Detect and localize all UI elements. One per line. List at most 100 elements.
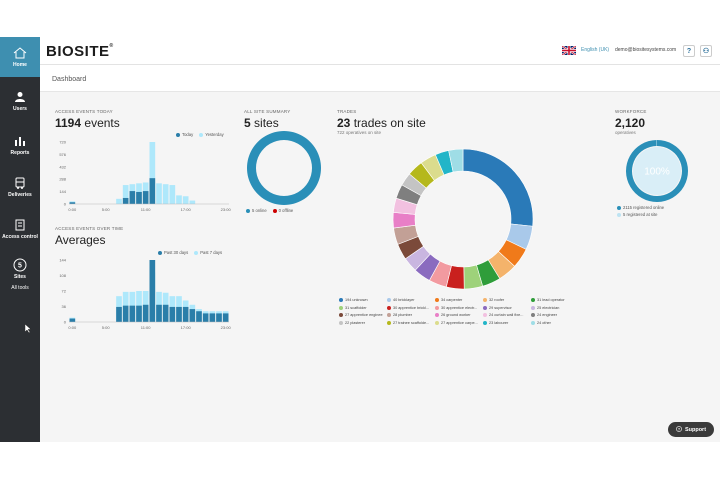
x-tick-label: 5:00 [102,325,111,330]
trades-legend-item[interactable]: 29 supervisor [483,305,512,310]
x-tick-label: 11:00 [141,207,151,212]
trades-legend-item[interactable]: 27 apprentice enginee [339,313,383,317]
y-tick-label: 108 [59,273,66,278]
bar-past-30-days[interactable] [142,304,149,322]
legend-past-7[interactable]: Past 7 days [194,250,222,255]
logo[interactable]: BIOSITE® [46,43,114,60]
bar-past-30-days[interactable] [122,305,129,322]
bar-past-30-days[interactable] [156,304,162,322]
sidebar-item-users[interactable]: Users [0,81,40,121]
bar-yesterday[interactable] [162,184,169,204]
trades-legend-item[interactable]: 24 other [531,320,551,325]
bar-yesterday[interactable] [116,198,122,204]
bar-today[interactable] [142,191,149,204]
uk-flag-icon[interactable] [562,46,576,55]
trades-legend-item[interactable]: 31 lead operator [531,298,565,302]
bar-past-30-days[interactable] [169,306,176,322]
bar-today[interactable] [129,191,136,204]
slice-194-unknown[interactable] [462,148,534,227]
bar-past-30-days[interactable] [189,309,196,322]
sidebar-item-deliveries[interactable]: Deliveries [0,167,40,207]
bar-past-30-days[interactable] [196,311,202,322]
bar-past-30-days[interactable] [116,306,122,322]
trades-legend-item[interactable]: 24 engineer [531,313,557,317]
bar-past-30-days[interactable] [176,306,182,322]
help-button[interactable]: ? [683,45,695,57]
trades-legend-item[interactable]: 30 apprentice brickl... [387,305,429,310]
sidebar-item-access-control[interactable]: Access control [0,209,40,249]
bar-past-30-days[interactable] [69,318,76,322]
top-bar: BIOSITE® English (UK) demo@biositesystem… [40,37,720,65]
legend-registered-online[interactable]: 2115 registered online [617,205,664,210]
workforce-count: 2,120 [615,116,646,130]
trades-legend-item[interactable]: 24 curtain wall fixe... [483,313,523,317]
sidebar-item-home[interactable]: Home [0,37,40,77]
trades-legend-item[interactable]: 34 carpenter [435,298,462,302]
trades-legend-item[interactable]: 26 ground worker [435,313,471,317]
sidebar-item-label: Users [13,105,27,112]
sidebar-item-reports[interactable]: Reports [0,125,40,165]
bar-past-30-days[interactable] [129,305,136,322]
slice-24-other[interactable] [448,148,464,173]
trades-legend-item[interactable]: 22 plasterer [339,320,365,325]
trades-donut [392,148,534,290]
language-selector[interactable]: English (UK) [581,47,610,53]
x-tick-label: 23:00 [221,325,232,330]
trades-legend-item[interactable]: 27 apprentice carpe... [435,320,478,325]
bar-today[interactable] [149,178,156,204]
bar-yesterday[interactable] [189,200,196,204]
legend-registered-at-site[interactable]: 5 registered at site [617,212,664,217]
bar-past-30-days[interactable] [182,306,189,322]
trades-subtitle: 722 operatives on site [337,130,382,135]
bar-today[interactable] [136,191,142,204]
trades-label: TRADES [337,109,357,114]
trades-legend-item[interactable]: 40 bricklayer [387,298,415,302]
support-label: Support [684,426,707,433]
bar-yesterday[interactable] [149,142,156,204]
bar-past-30-days[interactable] [216,313,222,322]
trades-legend-item[interactable]: 23 labourer [483,320,508,325]
bar-past-30-days[interactable] [202,313,209,322]
home-icon [13,46,27,59]
trades-legend-item[interactable]: 30 apprentice electr... [435,305,477,310]
trades-legend-item[interactable]: 27 trainee scaffolde... [387,320,429,325]
legend-yesterday[interactable]: Yesterday [199,132,224,137]
bar-yesterday[interactable] [176,195,182,204]
sidebar-item-label: Sites [14,273,26,280]
legend-online[interactable]: 5 online [246,208,267,213]
bar-yesterday[interactable] [182,196,189,204]
users-icon [13,91,27,103]
bar-past-30-days[interactable] [136,305,142,322]
bar-past-30-days[interactable] [162,304,169,322]
trades-legend-item[interactable]: 28 plumber [387,313,412,317]
account-button[interactable]: ⚇ [700,45,712,57]
trades-legend-item[interactable]: 25 electrician [531,305,559,310]
bar-past-30-days[interactable] [209,313,216,322]
legend-offline[interactable]: 0 offline [272,208,293,213]
x-tick-label: 0:00 [68,207,77,212]
bar-yesterday[interactable] [122,185,129,204]
legend-today[interactable]: Today [176,132,193,137]
access-time-title: Averages [55,233,106,247]
y-tick-label: 0 [64,202,67,207]
legend-past-30[interactable]: Past 30 days [158,250,188,255]
bar-yesterday[interactable] [156,183,162,204]
bar-past-30-days[interactable] [149,260,156,322]
slice-26-ground-worker[interactable] [392,212,416,229]
bar-today[interactable] [69,202,76,204]
trades-legend-item[interactable]: 194 unknown [339,298,368,302]
site-summary-label: ALL SITE SUMMARY [244,109,291,114]
bar-yesterday[interactable] [169,185,176,204]
sites-badge: 5 [18,262,22,269]
support-button[interactable]: ? Support [668,422,714,437]
bar-past-30-days[interactable] [222,313,229,322]
sidebar-all-tools[interactable]: All tools [11,285,29,291]
access-today-chart: 0 144 288 432 576 720 0:00 5:00 11:00 17:00 23:00 [59,140,231,213]
trades-legend-item[interactable]: 32 roofer [483,298,504,302]
slice-5-online[interactable] [247,131,322,205]
sidebar-item-sites[interactable]: 5 Sites [0,249,40,289]
trades-legend-item[interactable]: 31 scaffolder [339,305,367,310]
bar-today[interactable] [122,197,129,204]
workforce-subtitle: operatives [615,130,636,135]
user-email[interactable]: demo@biositesystems.com [615,47,677,53]
